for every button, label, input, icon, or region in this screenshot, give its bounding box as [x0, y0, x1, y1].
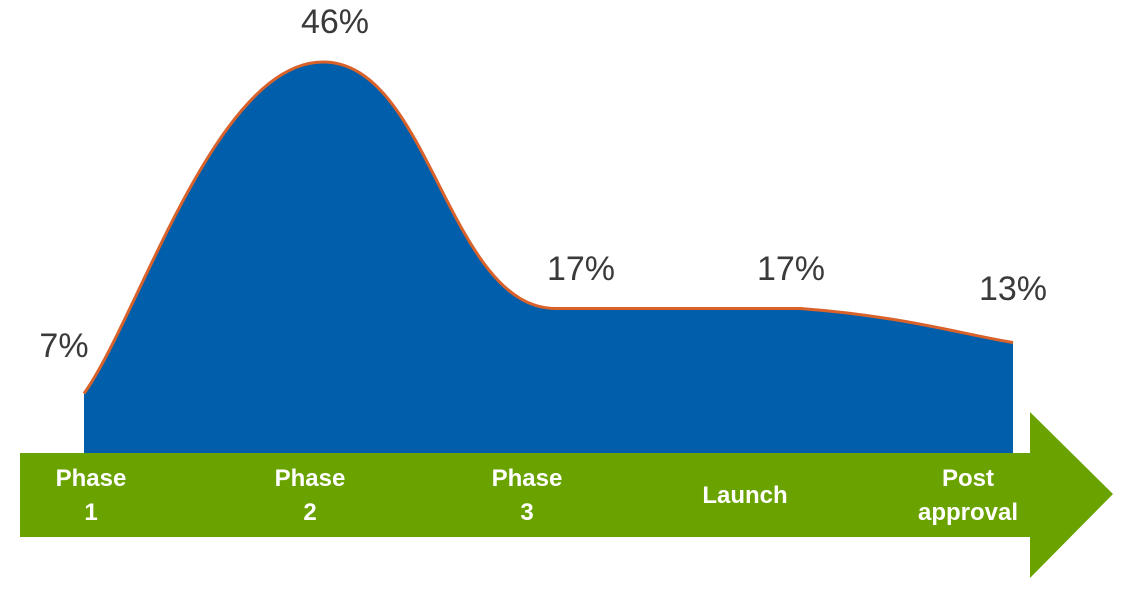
- data-label-5: 13%: [979, 270, 1047, 308]
- category-tick-4: Launch: [702, 482, 787, 509]
- data-label-3: 17%: [547, 250, 615, 288]
- category-tick-2: Phase 2: [275, 465, 346, 526]
- area-series-fill: [84, 62, 1013, 453]
- timeline-arrow: [20, 412, 1113, 578]
- data-label-2: 46%: [301, 3, 369, 41]
- data-label-4: 17%: [757, 250, 825, 288]
- data-label-1: 7%: [39, 327, 88, 365]
- value-labels: 7% 46% 17% 17% 13%: [39, 3, 1047, 365]
- category-tick-1: Phase 1: [56, 465, 127, 526]
- category-tick-5: Post approval: [918, 465, 1018, 526]
- category-labels: Phase 1 Phase 2 Phase 3 Launch Post approval: [56, 465, 1018, 526]
- area-series-line: [82, 60, 1014, 395]
- category-tick-3: Phase 3: [492, 465, 563, 526]
